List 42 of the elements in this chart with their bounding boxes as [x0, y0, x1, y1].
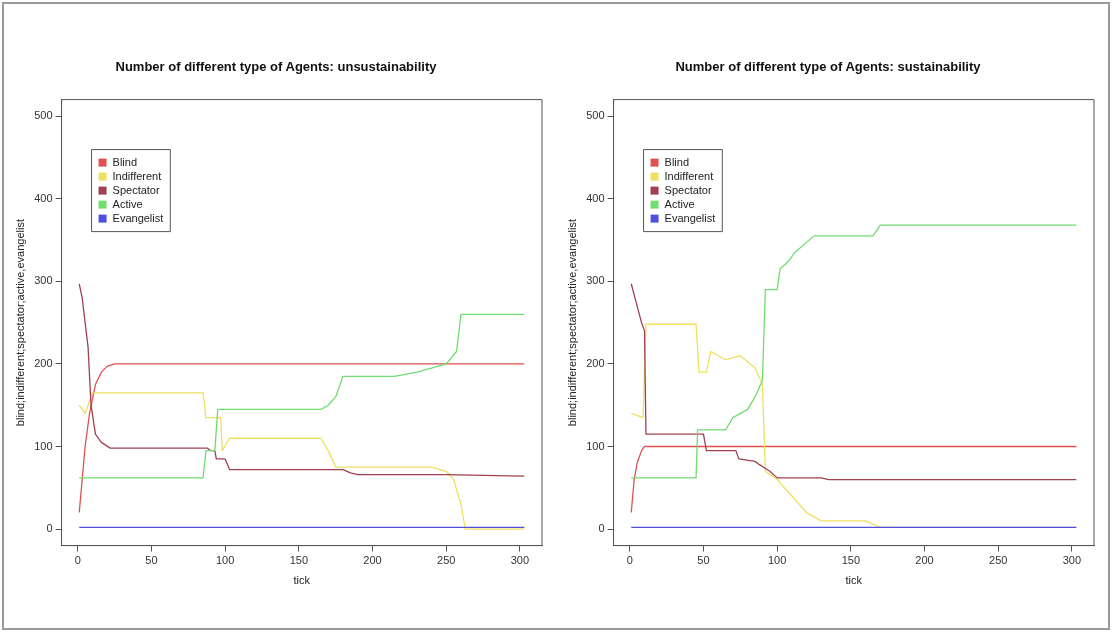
- x-tick-label: 300: [510, 554, 530, 567]
- x-tick-label: 0: [626, 554, 633, 567]
- y-tick-label: 400: [34, 191, 53, 204]
- x-tick-label: 150: [289, 554, 309, 567]
- chart-title: Number of different type of Agents: unsustainability: [115, 59, 438, 75]
- y-axis-title: blind;indifferent;spectator;active,evangelist: [13, 219, 26, 427]
- legend-label: Evangelist: [664, 211, 716, 224]
- y-tick-label: 0: [598, 522, 605, 535]
- legend-label: Spectator: [664, 183, 712, 196]
- x-tick-label: 100: [767, 554, 787, 567]
- legend-label: Indifferent: [664, 169, 714, 182]
- x-tick-label: 50: [697, 554, 710, 567]
- y-tick-label: 300: [34, 274, 53, 287]
- x-axis-title: tick: [845, 574, 863, 587]
- y-tick-label: 500: [586, 109, 605, 122]
- x-axis-title: tick: [293, 574, 311, 587]
- legend-label: Blind: [112, 155, 138, 168]
- x-tick-label: 150: [841, 554, 861, 567]
- y-tick-label: 500: [34, 109, 53, 122]
- y-tick-label: 100: [34, 439, 53, 452]
- y-tick-label: 300: [586, 274, 605, 287]
- y-tick-label: 400: [586, 191, 605, 204]
- legend-label: Blind: [664, 155, 690, 168]
- x-tick-label: 300: [1062, 554, 1082, 567]
- legend-label: Evangelist: [112, 211, 164, 224]
- y-tick-label: 0: [46, 522, 53, 535]
- legend-label: Active: [112, 197, 143, 210]
- x-tick-label: 50: [145, 554, 158, 567]
- legend-label: Active: [664, 197, 695, 210]
- x-tick-label: 100: [215, 554, 235, 567]
- y-tick-label: 200: [34, 356, 53, 369]
- y-tick-label: 200: [586, 356, 605, 369]
- legend-label: Indifferent: [112, 169, 162, 182]
- x-tick-label: 250: [989, 554, 1008, 567]
- x-tick-label: 0: [74, 554, 81, 567]
- y-tick-label: 100: [586, 439, 605, 452]
- x-tick-label: 250: [437, 554, 456, 567]
- chart-title: Number of different type of Agents: sustainability: [675, 59, 982, 75]
- legend-label: Spectator: [112, 183, 160, 196]
- x-tick-label: 200: [363, 554, 382, 567]
- x-tick-label: 200: [915, 554, 934, 567]
- y-axis-title: blind;indifferent;spectator;active,evangelist: [565, 219, 578, 427]
